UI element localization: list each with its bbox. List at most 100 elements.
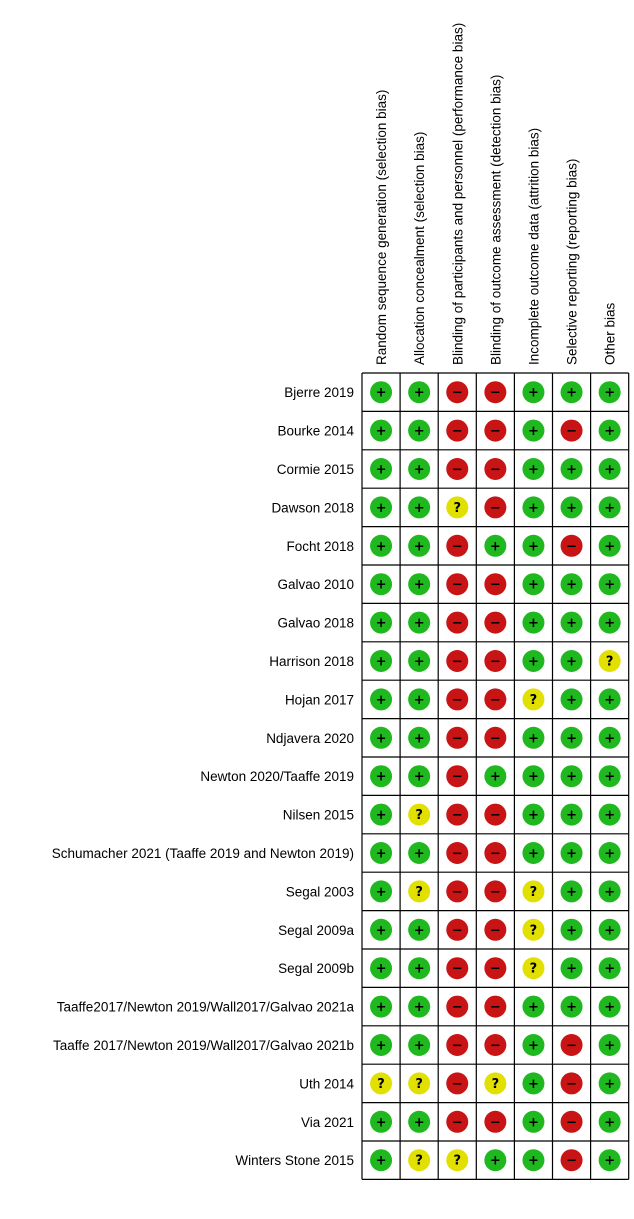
- column-header: Selective reporting (reporting bias): [565, 159, 580, 365]
- rating-mark: +: [522, 803, 545, 826]
- rating-symbol: +: [604, 1000, 615, 1015]
- rating-circle: [370, 842, 393, 864]
- rating-mark: −: [446, 918, 469, 941]
- rating-mark: +: [408, 419, 431, 442]
- rating-mark: −: [446, 419, 469, 442]
- rating-symbol: +: [414, 501, 425, 516]
- rating-mark: +: [598, 880, 621, 903]
- rating-mark: +: [370, 496, 393, 519]
- rating-mark: ?: [522, 918, 545, 941]
- rating-circle: [522, 688, 545, 711]
- rating-circle: [370, 1034, 393, 1056]
- rating-mark: +: [522, 458, 545, 480]
- rating-symbol: −: [490, 693, 501, 708]
- rating-circle: [408, 458, 431, 480]
- rating-circle: [446, 458, 469, 480]
- rating-mark: −: [484, 1110, 507, 1133]
- rating-mark: −: [446, 1034, 469, 1056]
- rating-symbol: −: [452, 578, 463, 593]
- rating-circle: [408, 1149, 431, 1172]
- rating-symbol: −: [452, 962, 463, 977]
- rating-mark: ?: [522, 688, 545, 711]
- rating-symbol: ?: [415, 1154, 423, 1169]
- rating-circle: [598, 650, 621, 672]
- rating-mark: +: [408, 995, 431, 1018]
- rating-circle: [484, 381, 507, 404]
- rating-mark: −: [484, 688, 507, 711]
- rating-circle: [484, 1110, 507, 1133]
- rating-symbol: ?: [606, 655, 614, 670]
- rating-circle: [370, 650, 393, 672]
- rating-circle: [598, 534, 621, 557]
- rating-circle: [446, 765, 469, 788]
- rating-circle: [446, 880, 469, 903]
- rating-mark: +: [598, 726, 621, 749]
- rating-mark: +: [370, 1110, 393, 1133]
- rating-mark: +: [370, 995, 393, 1018]
- rating-mark: +: [484, 1149, 507, 1172]
- rating-mark: −: [484, 957, 507, 980]
- rating-symbol: −: [490, 885, 501, 900]
- rating-circle: [522, 611, 545, 634]
- rating-symbol: +: [414, 1000, 425, 1015]
- rating-circle: [522, 765, 545, 788]
- rating-symbol: −: [452, 731, 463, 746]
- rating-mark: −: [560, 419, 583, 442]
- rating-symbol: +: [528, 847, 539, 862]
- rating-circle: [484, 688, 507, 711]
- rating-symbol: −: [452, 463, 463, 478]
- rating-mark: +: [522, 573, 545, 596]
- rating-circle: [408, 534, 431, 557]
- rating-mark: +: [598, 496, 621, 519]
- rating-circle: [408, 688, 431, 711]
- rating-mark: −: [446, 458, 469, 480]
- rating-mark: +: [370, 842, 393, 864]
- rating-symbol: +: [528, 731, 539, 746]
- rating-mark: −: [484, 880, 507, 903]
- rating-symbol: +: [566, 808, 577, 823]
- rating-mark: +: [408, 957, 431, 980]
- rating-circle: [446, 381, 469, 404]
- rating-circle: [598, 765, 621, 788]
- rating-circle: [560, 1072, 583, 1095]
- rating-circle: [522, 1149, 545, 1172]
- rating-symbol: +: [414, 693, 425, 708]
- rating-symbol: +: [414, 424, 425, 439]
- rating-symbol: +: [414, 463, 425, 478]
- rating-mark: +: [560, 918, 583, 941]
- rating-symbol: +: [376, 731, 387, 746]
- rating-mark: −: [446, 1110, 469, 1133]
- rating-symbol: +: [528, 1000, 539, 1015]
- rating-mark: +: [598, 419, 621, 442]
- rating-mark: −: [560, 1072, 583, 1095]
- rating-mark: +: [598, 611, 621, 634]
- rating-circle: [522, 995, 545, 1018]
- rating-circle: [560, 1034, 583, 1056]
- rating-circle: [560, 1149, 583, 1172]
- rating-circle: [522, 726, 545, 749]
- rating-mark: −: [484, 381, 507, 404]
- rating-symbol: +: [566, 655, 577, 670]
- rating-mark: −: [446, 688, 469, 711]
- rating-symbol: +: [566, 770, 577, 785]
- rating-mark: +: [370, 957, 393, 980]
- rating-symbol: +: [414, 1115, 425, 1130]
- rating-circle: [598, 458, 621, 480]
- rating-symbol: +: [604, 539, 615, 554]
- rating-symbol: +: [490, 770, 501, 785]
- rating-circle: [446, 995, 469, 1018]
- rating-symbol: +: [566, 463, 577, 478]
- rating-symbol: +: [376, 847, 387, 862]
- rating-circle: [522, 419, 545, 442]
- rating-mark: ?: [370, 1072, 393, 1095]
- rating-mark: ?: [408, 1072, 431, 1095]
- rating-mark: +: [522, 1149, 545, 1172]
- rating-circle: [408, 803, 431, 826]
- rating-circle: [484, 1034, 507, 1056]
- study-label: Dawson 2018: [271, 500, 354, 515]
- rating-symbol: −: [490, 655, 501, 670]
- study-label: Hojan 2017: [285, 692, 354, 707]
- rating-mark: −: [446, 726, 469, 749]
- rating-symbol: +: [376, 424, 387, 439]
- rating-mark: +: [522, 1072, 545, 1095]
